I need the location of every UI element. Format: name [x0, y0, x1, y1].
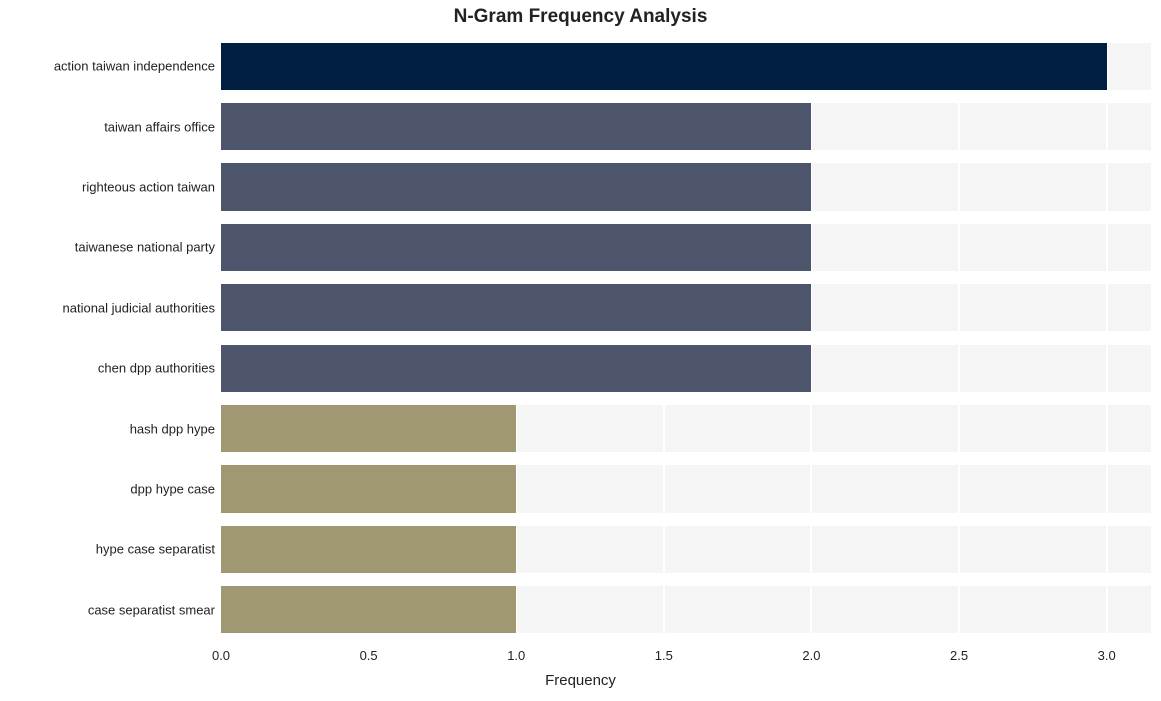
gridline [1106, 36, 1108, 640]
bar [221, 284, 811, 331]
chart-title: N-Gram Frequency Analysis [0, 6, 1161, 28]
plot-area: action taiwan independencetaiwan affairs… [221, 36, 1151, 640]
y-tick-label: action taiwan independence [54, 59, 221, 74]
y-tick-label: chen dpp authorities [98, 361, 221, 376]
y-tick-label: taiwan affairs office [104, 119, 221, 134]
bar [221, 526, 516, 573]
bar-row: hype case separatist [221, 519, 1151, 579]
y-tick-label: taiwanese national party [75, 240, 221, 255]
y-tick-label: hype case separatist [96, 542, 221, 557]
bar [221, 163, 811, 210]
x-tick-label: 2.0 [802, 648, 820, 663]
x-tick-label: 2.5 [950, 648, 968, 663]
x-tick-label: 1.5 [655, 648, 673, 663]
bar-row: action taiwan independence [221, 36, 1151, 96]
bar-row: national judicial authorities [221, 278, 1151, 338]
x-tick-label: 0.5 [360, 648, 378, 663]
bar [221, 345, 811, 392]
bar [221, 43, 1107, 90]
x-axis-label: Frequency [0, 672, 1161, 689]
bar [221, 586, 516, 633]
y-tick-label: hash dpp hype [130, 421, 221, 436]
bar-row: righteous action taiwan [221, 157, 1151, 217]
bar-row: dpp hype case [221, 459, 1151, 519]
y-tick-label: case separatist smear [88, 602, 221, 617]
y-tick-label: righteous action taiwan [82, 179, 221, 194]
bar [221, 103, 811, 150]
x-tick-label: 0.0 [212, 648, 230, 663]
bar [221, 224, 811, 271]
bar-row: case separatist smear [221, 580, 1151, 640]
bar-row: taiwanese national party [221, 217, 1151, 277]
bar-row: hash dpp hype [221, 398, 1151, 458]
x-tick-label: 3.0 [1098, 648, 1116, 663]
bar [221, 465, 516, 512]
y-tick-label: national judicial authorities [63, 300, 221, 315]
ngram-frequency-chart: N-Gram Frequency Analysis action taiwan … [0, 0, 1161, 701]
x-tick-label: 1.0 [507, 648, 525, 663]
bar [221, 405, 516, 452]
bar-row: taiwan affairs office [221, 96, 1151, 156]
gridline [958, 36, 960, 640]
bar-row: chen dpp authorities [221, 338, 1151, 398]
y-tick-label: dpp hype case [130, 481, 221, 496]
